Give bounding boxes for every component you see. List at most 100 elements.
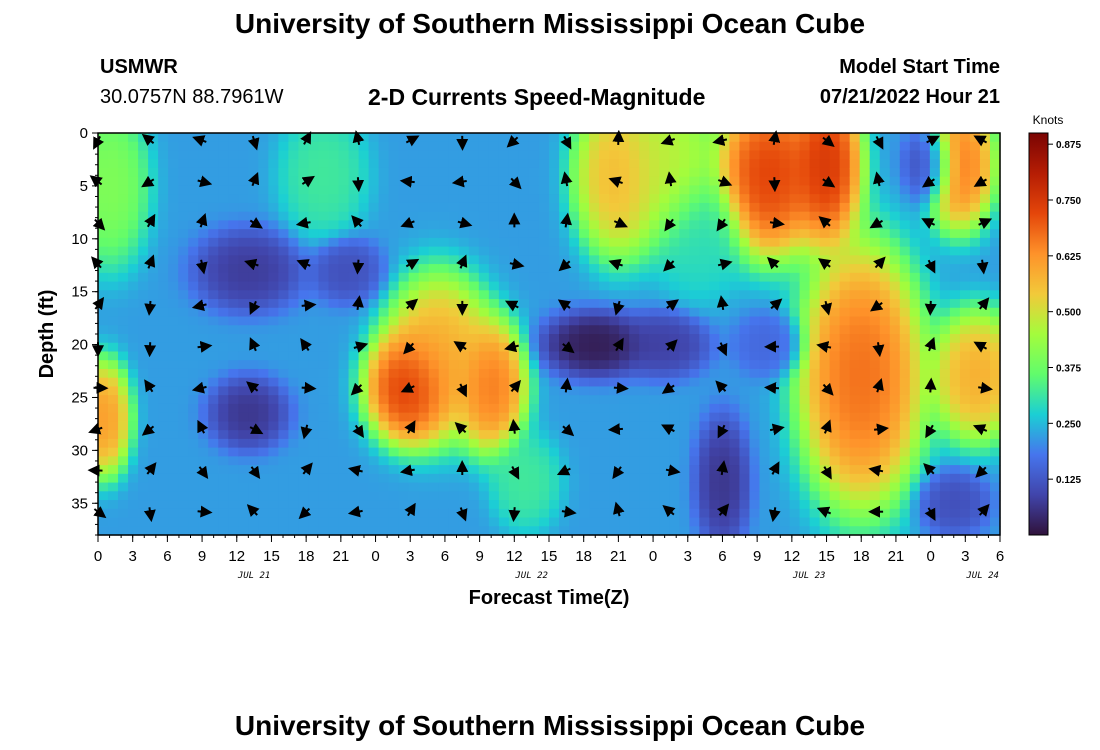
heat-cell: [468, 281, 480, 291]
heat-cell: [408, 264, 420, 274]
heat-cell: [729, 299, 741, 309]
heat-cell: [188, 237, 199, 248]
heat-cell: [258, 342, 269, 353]
heat-cell: [428, 299, 440, 309]
heat-cell: [759, 482, 771, 492]
heat-cell: [589, 465, 600, 475]
heat-cell: [979, 482, 991, 492]
heat-cell: [879, 412, 891, 422]
heat-cell: [188, 482, 199, 492]
heat-cell: [779, 272, 791, 283]
heat-cell: [438, 351, 450, 361]
heat-cell: [168, 176, 179, 187]
heat-cell: [859, 491, 871, 501]
heat-cell: [929, 500, 941, 510]
heat-cell: [178, 500, 189, 510]
heat-cell: [248, 430, 259, 440]
heat-cell: [178, 229, 189, 239]
heat-cell: [549, 211, 560, 221]
heat-cell: [699, 517, 710, 527]
heat-cell: [188, 299, 199, 309]
heat-cell: [939, 447, 951, 457]
heat-cell: [709, 491, 720, 501]
heat-cell: [118, 386, 129, 396]
heat-cell: [549, 316, 560, 326]
heat-cell: [939, 351, 951, 361]
heat-cell: [899, 465, 911, 475]
heat-cell: [649, 220, 660, 230]
heat-cell: [168, 526, 179, 536]
heat-cell: [559, 229, 570, 239]
heat-cell: [809, 386, 821, 396]
heat-cell: [789, 517, 801, 527]
heat-cell: [759, 500, 771, 510]
heat-cell: [799, 500, 811, 510]
heat-cell: [238, 176, 249, 187]
heat-cell: [498, 290, 510, 300]
heat-cell: [318, 447, 330, 457]
heat-cell: [549, 255, 560, 265]
heat-cell: [989, 482, 1001, 492]
heat-cell: [849, 325, 861, 335]
heat-cell: [258, 281, 269, 291]
heat-cell: [899, 377, 911, 388]
heat-cell: [899, 386, 911, 396]
heat-cell: [308, 360, 320, 370]
heat-cell: [979, 264, 991, 274]
heat-cell: [358, 508, 370, 519]
heat-cell: [879, 299, 891, 309]
heat-cell: [669, 403, 680, 414]
heat-cell: [298, 229, 310, 239]
heat-cell: [318, 517, 330, 527]
heat-cell: [278, 150, 290, 160]
heat-cell: [869, 229, 881, 239]
heat-cell: [969, 456, 981, 466]
heat-cell: [629, 141, 640, 152]
heat-cell: [178, 377, 189, 388]
heat-cell: [729, 202, 741, 213]
heat-cell: [809, 237, 821, 248]
heat-cell: [839, 264, 851, 274]
heat-cell: [779, 403, 791, 414]
heat-cell: [559, 368, 570, 379]
x-tick-label: 3: [684, 548, 692, 565]
heat-cell: [478, 159, 490, 169]
heat-cell: [569, 526, 580, 536]
heat-cell: [128, 159, 139, 169]
heat-cell: [659, 368, 670, 379]
heat-cell: [278, 220, 290, 230]
heat-cell: [809, 395, 821, 405]
heat-cell: [949, 194, 961, 204]
heat-cell: [849, 351, 861, 361]
heat-cell: [969, 517, 981, 527]
heat-cell: [438, 377, 450, 388]
heat-cell: [799, 438, 811, 449]
heat-cell: [498, 421, 510, 431]
heat-cell: [869, 194, 881, 204]
heat-cell: [458, 237, 470, 248]
heat-cell: [288, 246, 300, 256]
heat-cell: [108, 272, 119, 283]
heat-cell: [258, 473, 269, 484]
heat-cell: [939, 272, 951, 283]
heat-cell: [759, 447, 771, 457]
heat-cell: [859, 202, 871, 213]
heat-cell: [849, 185, 861, 195]
heat-cell: [538, 211, 550, 221]
heat-cell: [709, 403, 720, 414]
heat-cell: [949, 299, 961, 309]
heat-cell: [779, 482, 791, 492]
heat-cell: [669, 368, 680, 379]
heat-cell: [298, 167, 310, 178]
heat-cell: [538, 150, 550, 160]
heat-cell: [639, 395, 650, 405]
heat-cell: [759, 150, 771, 160]
heat-cell: [188, 264, 199, 274]
current-arrow: [560, 377, 573, 393]
heat-cell: [168, 351, 179, 361]
current-arrow: [613, 300, 625, 316]
heat-cell: [488, 491, 500, 501]
heat-cell: [599, 220, 610, 230]
heat-cell: [308, 491, 320, 501]
heat-cell: [739, 421, 751, 431]
